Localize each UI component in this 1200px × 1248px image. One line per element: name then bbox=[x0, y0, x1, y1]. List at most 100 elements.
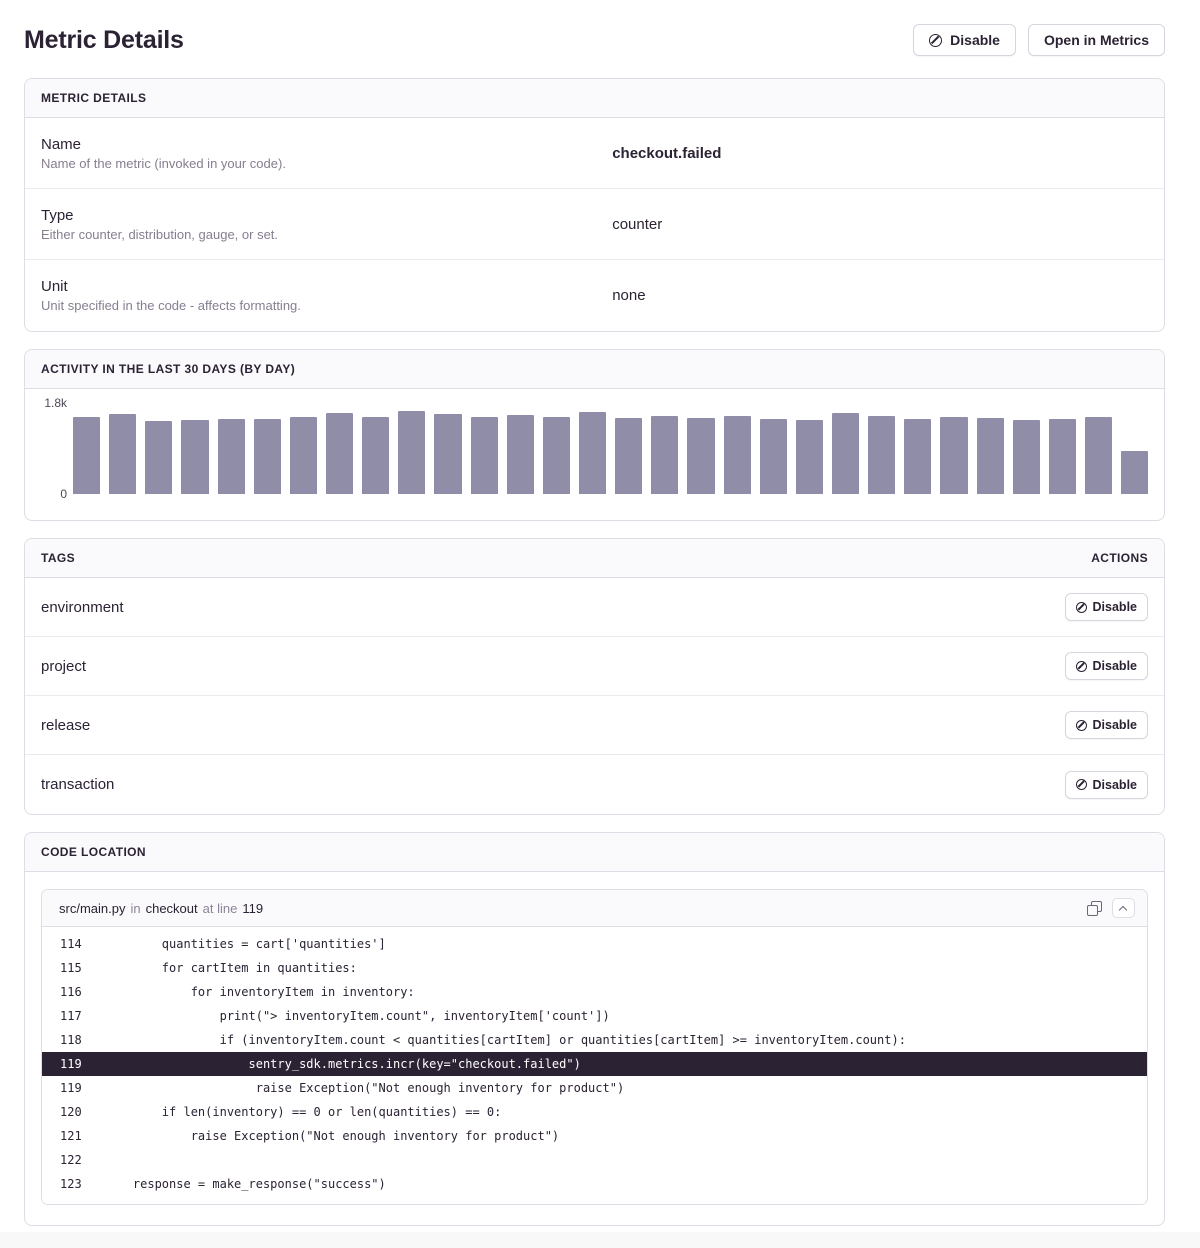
open-in-metrics-button[interactable]: Open in Metrics bbox=[1027, 24, 1165, 56]
metric-details-panel-header: METRIC DETAILS bbox=[25, 79, 1164, 118]
detail-description: Either counter, distribution, gauge, or … bbox=[41, 226, 279, 242]
chart-bar bbox=[904, 419, 932, 494]
chart-bar bbox=[615, 418, 643, 494]
detail-value: checkout.failed bbox=[612, 144, 722, 162]
ban-icon bbox=[1075, 719, 1087, 731]
chart-bar bbox=[687, 418, 715, 494]
line-code: sentry_sdk.metrics.incr(key="checkout.fa… bbox=[104, 1057, 581, 1071]
ban-icon bbox=[1075, 779, 1087, 790]
code-line: 116 for inventoryItem in inventory: bbox=[42, 980, 1147, 1004]
chart-bar bbox=[1084, 416, 1113, 494]
chart-bar bbox=[145, 421, 173, 494]
page-header: Metric Details Disable Open in Metrics bbox=[24, 24, 1165, 56]
chart-bar bbox=[398, 410, 426, 494]
code-location-panel-title: CODE LOCATION bbox=[41, 845, 146, 859]
code-at-line-words: at line bbox=[202, 900, 238, 916]
chart-bar bbox=[434, 414, 462, 494]
line-code: for inventoryItem in inventory: bbox=[104, 985, 415, 999]
activity-panel-header: ACTIVITY IN THE LAST 30 DAYS (BY DAY) bbox=[25, 350, 1164, 389]
tag-name: project bbox=[41, 657, 87, 675]
detail-row-type-left: Type Either counter, distribution, gauge… bbox=[41, 207, 612, 242]
line-code: raise Exception("Not enough inventory fo… bbox=[104, 1129, 560, 1143]
code-file-path: src/main.py bbox=[59, 900, 126, 916]
chart-bar bbox=[109, 414, 137, 494]
code-in-word: in bbox=[130, 900, 141, 916]
tags-panel-header: TAGS ACTIONS bbox=[25, 539, 1164, 578]
line-code: response = make_response("success") bbox=[104, 1177, 386, 1191]
line-code: for cartItem in quantities: bbox=[104, 961, 357, 975]
code-snippet-frame: src/main.py in checkout at line 119 114 … bbox=[41, 889, 1148, 1205]
copy-icon[interactable] bbox=[1087, 900, 1102, 916]
code-snippet-body: 114 quantities = cart['quantities'] 115 … bbox=[42, 927, 1147, 1204]
tag-name: release bbox=[41, 716, 91, 734]
line-number: 114 bbox=[60, 937, 82, 951]
chart-bar bbox=[578, 412, 607, 494]
code-line: 122 bbox=[42, 1148, 1147, 1172]
code-location-panel: CODE LOCATION src/main.py in checkout at… bbox=[24, 832, 1165, 1226]
chart-bar bbox=[325, 412, 354, 494]
y-axis-max-label: 1.8k bbox=[44, 396, 67, 410]
ban-icon bbox=[929, 33, 943, 47]
code-line: 119 raise Exception("Not enough inventor… bbox=[42, 1076, 1147, 1100]
detail-label: Unit bbox=[41, 278, 68, 295]
line-code: if (inventoryItem.count < quantities[car… bbox=[104, 1033, 906, 1047]
disable-tag-button[interactable]: Disable bbox=[1064, 770, 1148, 799]
tag-name: transaction bbox=[41, 776, 115, 793]
code-line: 121 raise Exception("Not enough inventor… bbox=[42, 1124, 1147, 1148]
chart-bar bbox=[506, 415, 534, 494]
detail-description: Unit specified in the code - affects for… bbox=[41, 298, 301, 313]
disable-tag-button[interactable]: Disable bbox=[1064, 593, 1148, 621]
code-snippet-actions bbox=[1087, 898, 1135, 918]
metric-details-panel: METRIC DETAILS Name Name of the metric (… bbox=[24, 78, 1165, 332]
activity-bar-chart: 1.8k 0 bbox=[41, 396, 1149, 501]
code-line: 117 print("> inventoryItem.count", inven… bbox=[42, 1004, 1147, 1028]
disable-tag-button-label: Disable bbox=[1092, 600, 1137, 614]
collapse-snippet-button[interactable] bbox=[1112, 898, 1135, 918]
tags-panel-title: TAGS bbox=[41, 551, 76, 565]
open-in-metrics-button-label: Open in Metrics bbox=[1043, 32, 1149, 48]
disable-tag-button[interactable]: Disable bbox=[1064, 711, 1148, 739]
chart-bar bbox=[289, 417, 317, 494]
line-code: print("> inventoryItem.count", inventory… bbox=[104, 1009, 610, 1023]
line-number: 115 bbox=[60, 961, 82, 975]
tag-row-transaction: transaction Disable bbox=[25, 755, 1164, 814]
code-line: 115 for cartItem in quantities: bbox=[42, 956, 1147, 980]
metric-details-panel-title: METRIC DETAILS bbox=[41, 91, 147, 105]
disable-metric-button-label: Disable bbox=[950, 32, 1000, 48]
detail-row-name: Name Name of the metric (invoked in your… bbox=[25, 118, 1164, 189]
chart-bar bbox=[1121, 450, 1149, 494]
line-code: quantities = cart['quantities'] bbox=[104, 937, 386, 951]
chart-bar bbox=[1012, 420, 1040, 494]
header-actions: Disable Open in Metrics bbox=[913, 24, 1165, 56]
code-line: 114 quantities = cart['quantities'] bbox=[42, 932, 1147, 956]
code-file-breadcrumb: src/main.py in checkout at line 119 bbox=[59, 901, 263, 916]
tag-row-release: release Disable bbox=[25, 696, 1164, 755]
activity-bars bbox=[73, 403, 1149, 494]
tags-panel: TAGS ACTIONS environment Disable project… bbox=[24, 538, 1165, 815]
tag-row-project: project Disable bbox=[25, 637, 1164, 696]
detail-label: Name bbox=[41, 135, 82, 153]
chart-bar bbox=[181, 420, 209, 494]
code-line-highlighted: 119 sentry_sdk.metrics.incr(key="checkou… bbox=[42, 1052, 1147, 1076]
chart-bar bbox=[470, 417, 498, 494]
chart-bar bbox=[253, 418, 281, 494]
chart-bar bbox=[73, 417, 101, 494]
detail-row-unit-left: Unit Unit specified in the code - affect… bbox=[41, 278, 612, 313]
line-number: 116 bbox=[60, 985, 82, 999]
activity-panel-title: ACTIVITY IN THE LAST 30 DAYS (BY DAY) bbox=[41, 362, 296, 376]
detail-value: counter bbox=[612, 215, 663, 233]
line-number: 118 bbox=[60, 1033, 82, 1047]
activity-panel: ACTIVITY IN THE LAST 30 DAYS (BY DAY) 1.… bbox=[24, 349, 1165, 521]
disable-metric-button[interactable]: Disable bbox=[913, 24, 1016, 56]
line-number: 119 bbox=[60, 1081, 82, 1095]
detail-value: none bbox=[612, 287, 646, 304]
tag-name: environment bbox=[41, 598, 124, 616]
code-function-name: checkout bbox=[145, 900, 198, 916]
ban-icon bbox=[1075, 660, 1087, 672]
detail-row-name-left: Name Name of the metric (invoked in your… bbox=[41, 136, 612, 171]
code-line: 120 if len(inventory) == 0 or len(quanti… bbox=[42, 1100, 1147, 1124]
code-line-number: 119 bbox=[242, 900, 264, 916]
disable-tag-button-label: Disable bbox=[1092, 659, 1137, 673]
disable-tag-button[interactable]: Disable bbox=[1064, 652, 1148, 680]
disable-tag-button-label: Disable bbox=[1092, 777, 1137, 792]
